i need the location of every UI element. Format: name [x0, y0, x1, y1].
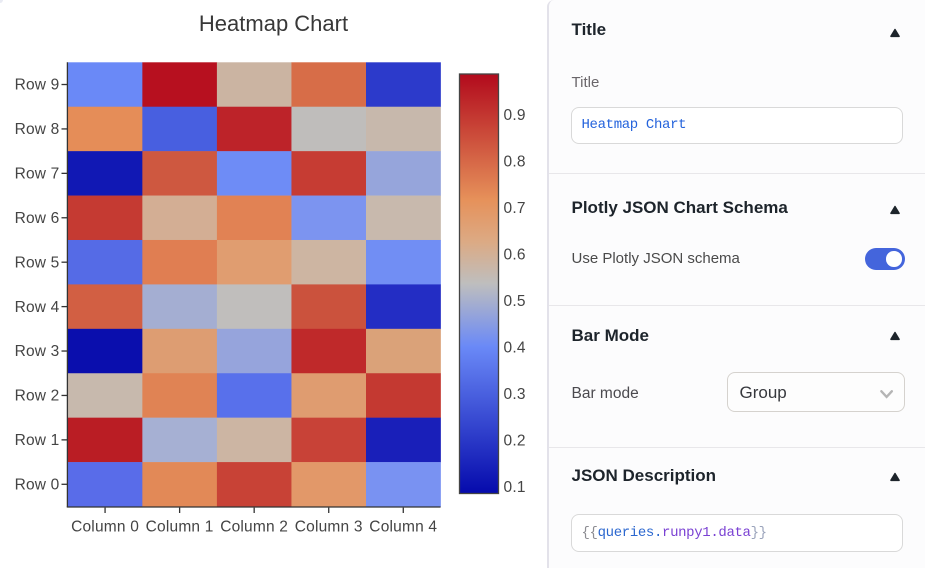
svg-text:0.8: 0.8 [504, 154, 526, 171]
svg-text:Row 3: Row 3 [15, 343, 60, 360]
svg-text:0.4: 0.4 [504, 340, 526, 357]
svg-text:Column 3: Column 3 [295, 519, 363, 536]
svg-text:Row 0: Row 0 [15, 476, 60, 493]
svg-text:Column 4: Column 4 [369, 519, 437, 536]
svg-text:0.6: 0.6 [504, 247, 526, 264]
svg-text:0.3: 0.3 [504, 386, 526, 403]
svg-text:0.5: 0.5 [504, 293, 526, 310]
svg-text:Heatmap Chart: Heatmap Chart [199, 11, 348, 36]
svg-text:0.7: 0.7 [504, 200, 526, 217]
svg-text:Row 8: Row 8 [15, 121, 60, 138]
svg-text:0.9: 0.9 [504, 107, 526, 124]
svg-text:Column 2: Column 2 [220, 519, 288, 536]
svg-text:Row 2: Row 2 [15, 388, 60, 405]
svg-text:Row 9: Row 9 [15, 77, 60, 94]
svg-text:Row 5: Row 5 [15, 254, 60, 271]
svg-text:Row 6: Row 6 [15, 210, 60, 227]
svg-text:Column 1: Column 1 [146, 519, 214, 536]
svg-text:Row 1: Row 1 [15, 432, 60, 449]
svg-text:0.2: 0.2 [504, 433, 526, 450]
svg-text:Row 4: Row 4 [15, 299, 60, 316]
svg-text:Column 0: Column 0 [71, 519, 139, 536]
svg-text:0.1: 0.1 [504, 479, 526, 496]
svg-text:Row 7: Row 7 [15, 166, 60, 183]
